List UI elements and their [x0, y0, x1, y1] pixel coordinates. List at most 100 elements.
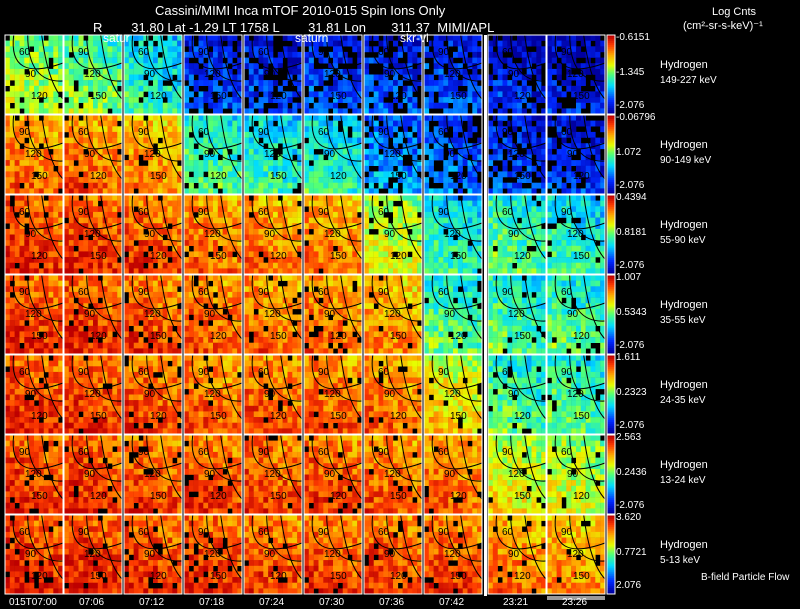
heatmap-cell [117, 182, 123, 189]
heatmap-cell [412, 262, 418, 269]
heatmap-cell [97, 131, 103, 138]
heatmap-cell [213, 200, 219, 207]
heatmap-cell [287, 165, 293, 172]
heatmap-cell [507, 143, 513, 150]
contour-label: 120 [390, 251, 407, 262]
heatmap-cell [407, 211, 413, 218]
heatmap-cell [556, 234, 562, 241]
heatmap-cell [213, 63, 219, 70]
heatmap-cell [217, 251, 223, 258]
heatmap-cell [217, 85, 223, 92]
heatmap-cell [428, 223, 434, 230]
heatmap-cell [29, 325, 35, 332]
heatmap-cell [313, 234, 319, 241]
heatmap-cell [112, 131, 118, 138]
heatmap-cell [117, 126, 123, 133]
heatmap-cell [58, 342, 64, 349]
heatmap-cell [438, 97, 444, 103]
heatmap-cell [68, 314, 74, 321]
heatmap-cell [512, 115, 518, 121]
heatmap-cell [368, 223, 374, 230]
heatmap-cell [143, 257, 149, 263]
heatmap-cell [24, 234, 30, 241]
heatmap-cell [213, 234, 219, 241]
heatmap-cell [188, 165, 194, 172]
heatmap-cell [148, 206, 154, 213]
heatmap-cell [5, 286, 11, 293]
heatmap-cell [277, 171, 283, 178]
heatmap-cell [93, 251, 99, 258]
heatmap-cell [551, 102, 557, 109]
heatmap-cell [38, 314, 44, 321]
heatmap-cell [547, 171, 553, 178]
heatmap-cell [48, 182, 54, 189]
heatmap-cell [222, 195, 228, 201]
heatmap-cell [102, 85, 108, 92]
heatmap-cell [378, 115, 384, 121]
heatmap-cell [232, 200, 238, 207]
heatmap-cell [227, 126, 233, 133]
colorbar-segment [607, 102, 615, 105]
contour-label: 60 [258, 47, 270, 58]
heatmap-cell [24, 57, 30, 64]
contour-label: 90 [84, 149, 96, 160]
heatmap-cell [232, 126, 238, 133]
heatmap-cell [19, 165, 25, 172]
heatmap-cell [5, 80, 11, 86]
heatmap-cell [188, 68, 194, 75]
heatmap-cell [68, 200, 74, 207]
heatmap-cell [112, 240, 118, 246]
heatmap-cell [536, 182, 542, 189]
heatmap-cell [287, 91, 293, 98]
heatmap-cell [232, 102, 238, 109]
heatmap-cell [407, 63, 413, 70]
heatmap-cell [287, 217, 293, 224]
heatmap-cell [397, 165, 403, 172]
heatmap-cell [313, 40, 319, 47]
heatmap-cell [203, 131, 209, 138]
heatmap-cell [9, 188, 15, 195]
heatmap-cell [184, 74, 190, 81]
heatmap-cell [248, 91, 254, 98]
heatmap-cell [193, 154, 199, 161]
heatmap-cell [512, 68, 518, 75]
heatmap-cell [472, 35, 478, 41]
heatmap-cell [313, 143, 319, 150]
heatmap-cell [24, 286, 30, 293]
heatmap-cell [102, 262, 108, 269]
contour-line [41, 274, 64, 340]
heatmap-cell [117, 80, 123, 86]
heatmap-cell [88, 108, 94, 115]
heatmap-cell [203, 262, 209, 269]
heatmap-cell [93, 257, 99, 263]
heatmap-cell [352, 68, 358, 75]
heatmap-cell [68, 40, 74, 47]
heatmap-cell [167, 115, 173, 121]
heatmap-cell [117, 154, 123, 161]
heatmap-cell [412, 154, 418, 161]
heatmap-cell [407, 35, 413, 41]
heatmap-cell [595, 148, 601, 155]
heatmap-cell [53, 297, 59, 304]
heatmap-cell [102, 234, 108, 241]
heatmap-cell [566, 40, 572, 47]
heatmap-cell [448, 188, 454, 195]
heatmap-cell [208, 115, 214, 121]
heatmap-cell [263, 240, 269, 246]
heatmap-cell [97, 177, 103, 183]
heatmap-cell [73, 108, 79, 115]
heatmap-cell [93, 57, 99, 64]
heatmap-cell [78, 331, 84, 338]
heatmap-cell [273, 160, 279, 166]
heatmap-cell [292, 102, 298, 109]
heatmap-cell [88, 268, 94, 275]
heatmap-cell [258, 108, 264, 115]
heatmap-cell [143, 97, 149, 103]
heatmap-cell [68, 206, 74, 213]
heatmap-cell [352, 200, 358, 207]
heatmap-cell [193, 165, 199, 172]
heatmap-cell [157, 68, 163, 75]
heatmap-cell [378, 206, 384, 213]
heatmap-cell [112, 74, 118, 81]
heatmap-cell [277, 57, 283, 64]
